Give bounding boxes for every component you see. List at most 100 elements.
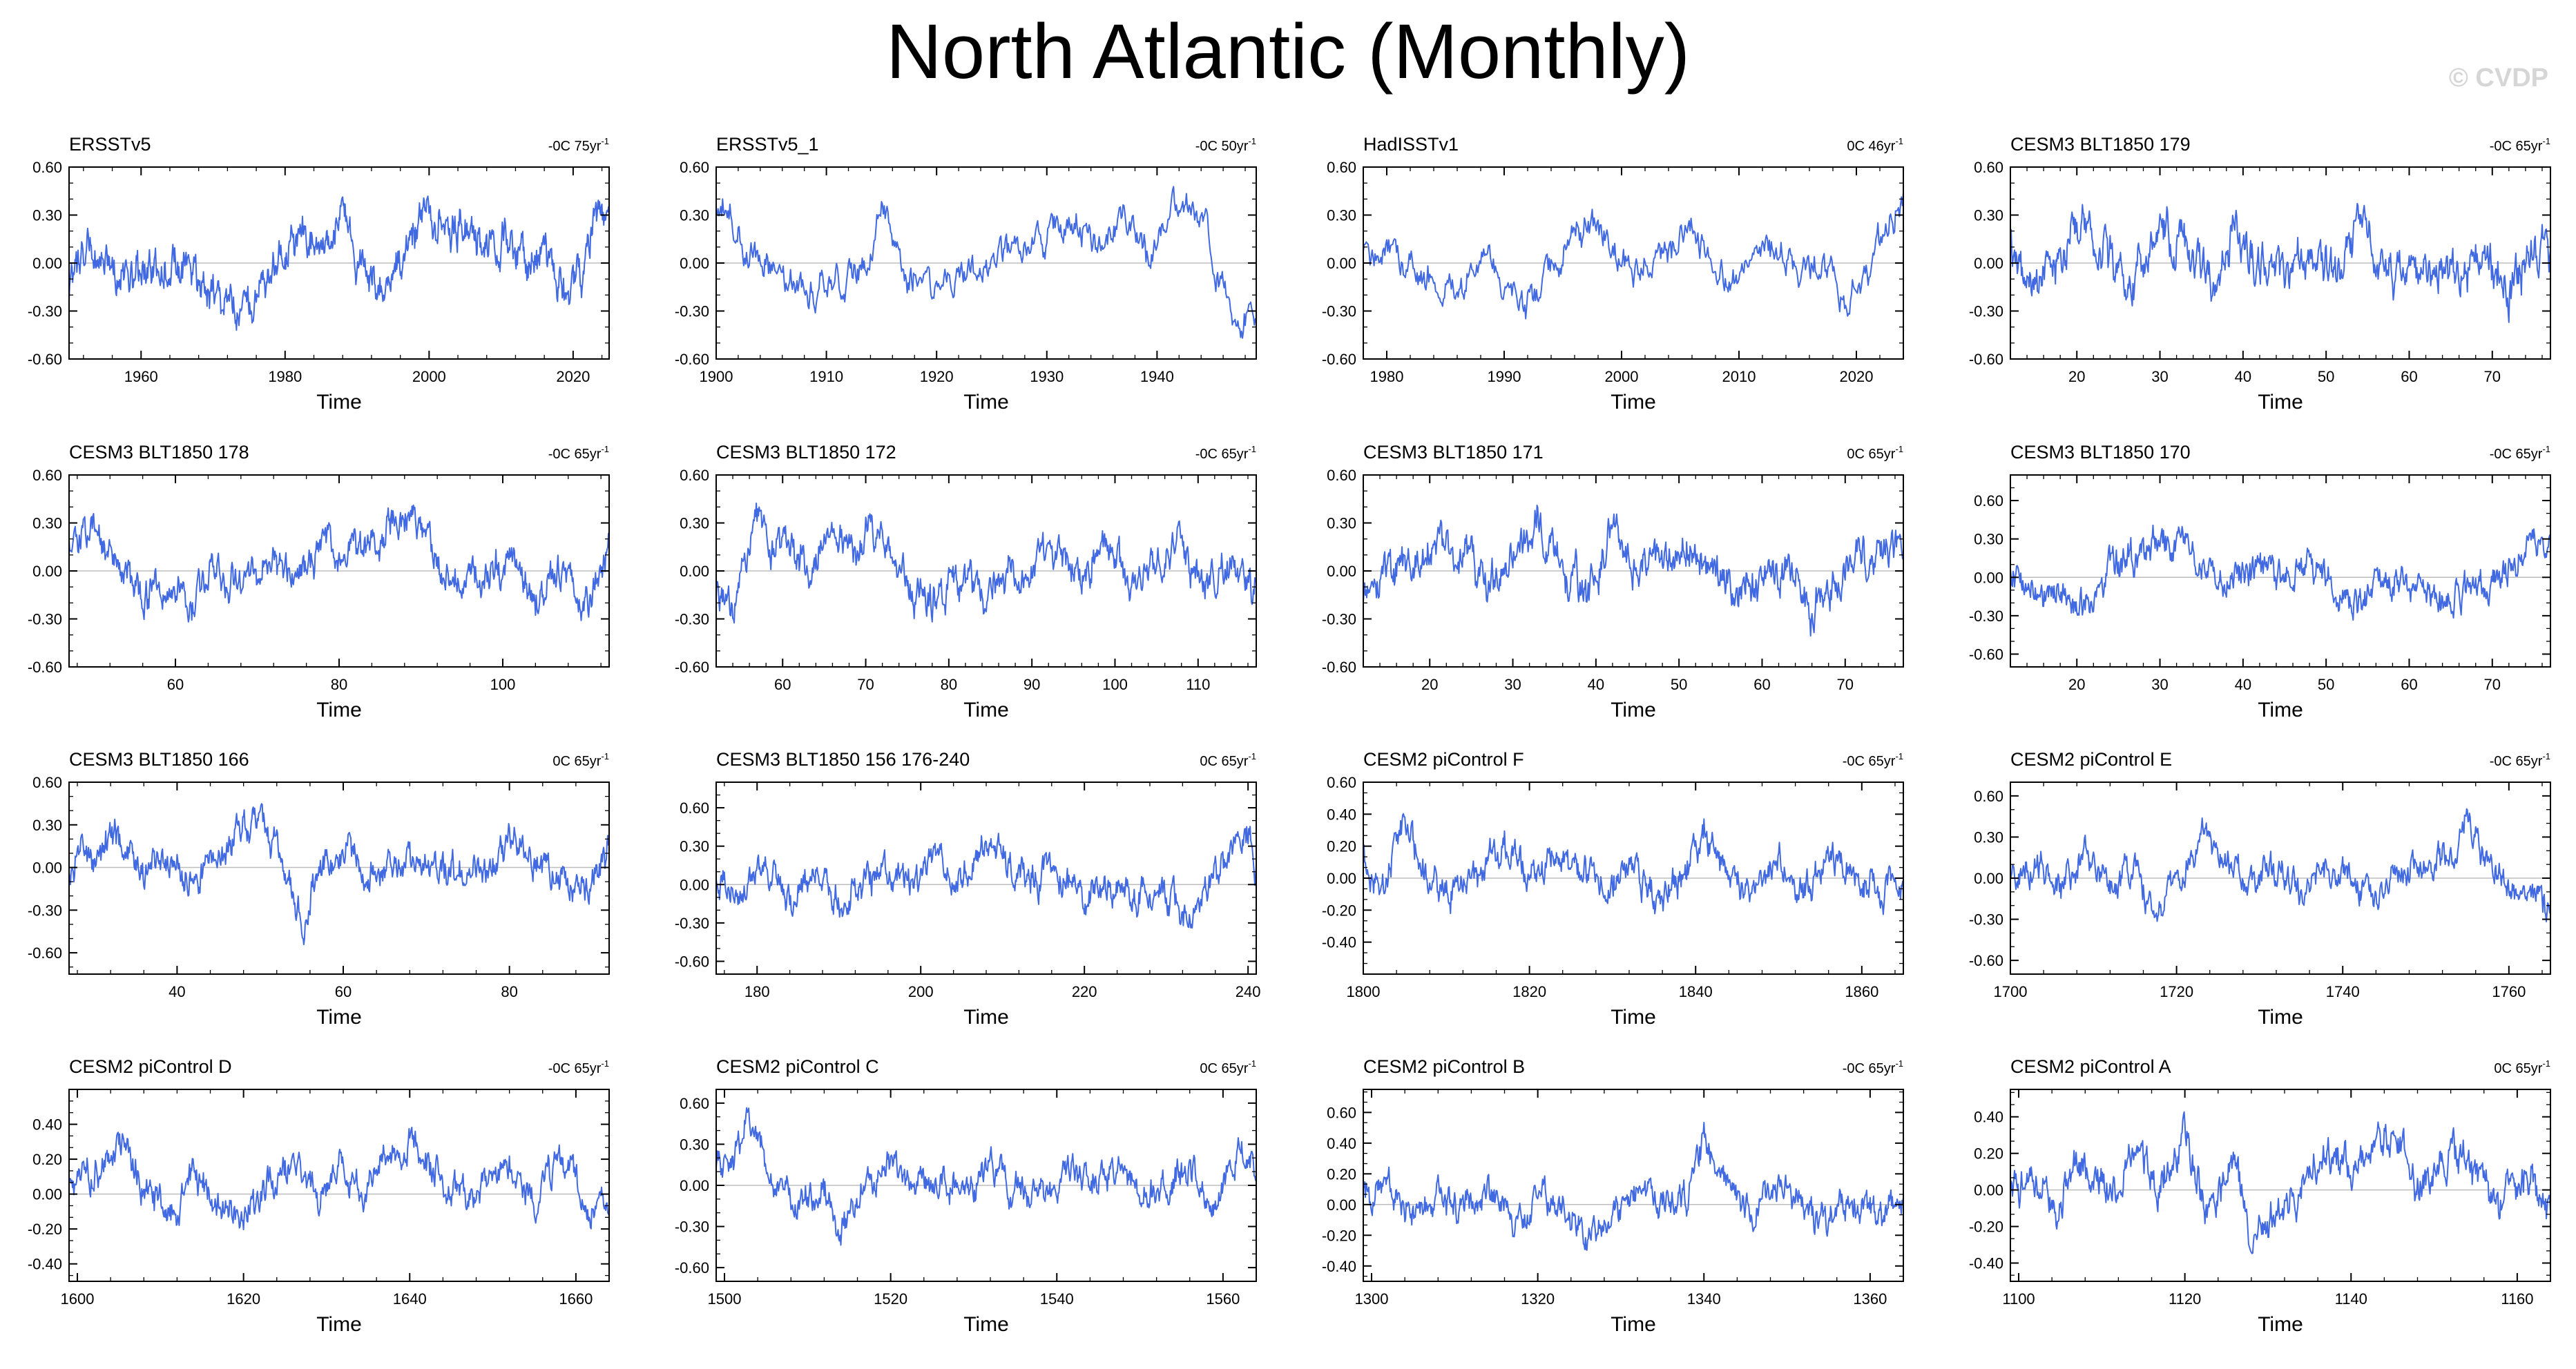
- plot-frame: [2010, 1089, 2551, 1282]
- x-tick-label: 1910: [809, 368, 843, 385]
- series-line: [68, 803, 610, 946]
- y-tick-label: 0.60: [1974, 159, 2003, 176]
- series-line: [2010, 808, 2551, 922]
- y-tick-label: -0.30: [675, 611, 709, 628]
- y-tick-label: 0.60: [1974, 492, 2003, 509]
- series-line: [715, 1107, 1257, 1246]
- y-tick-label: 0.60: [1327, 467, 1356, 484]
- y-tick-label: -0.30: [675, 915, 709, 932]
- trend-label: 0C 65yr-1: [1847, 444, 1903, 462]
- y-tick-label: -0.60: [1322, 351, 1356, 368]
- plot-frame: [715, 781, 1257, 975]
- y-tick-label: 0.00: [680, 255, 709, 272]
- x-tick-label: 1800: [1347, 983, 1381, 1000]
- trend-superscript: -1: [1895, 444, 1903, 454]
- series-line: [68, 504, 610, 623]
- y-tick-label: 0.60: [680, 799, 709, 817]
- y-tick-label: 0.60: [680, 467, 709, 484]
- y-tick-label: 0.60: [680, 1095, 709, 1112]
- y-tick-label: 0.00: [32, 1186, 62, 1203]
- trend-superscript: -1: [1895, 136, 1903, 146]
- series-line: [68, 1127, 610, 1230]
- panel-12: CESM2 piControl E -0C 65yr-1 -0.60 -0.30 0.0…: [1969, 749, 2551, 1029]
- panel-title: CESM2 piControl A: [2010, 1056, 2171, 1077]
- y-tick-label: 0.30: [32, 817, 62, 834]
- trend-superscript: -1: [2542, 1058, 2550, 1069]
- trend-label: 0C 65yr-1: [2494, 1058, 2550, 1076]
- x-tick-label: 240: [1236, 983, 1261, 1000]
- panel-title: CESM3 BLT1850 170: [2010, 442, 2191, 463]
- x-tick-label: 1930: [1030, 368, 1064, 385]
- panel-8: CESM3 BLT1850 170 -0C 65yr-1 -0.60 -0.30 0.0…: [1969, 442, 2551, 721]
- y-tick-label: 0.00: [1974, 569, 2003, 586]
- panel-title: CESM2 piControl F: [1363, 749, 1524, 770]
- y-tick-label: 0.40: [1974, 1109, 2003, 1126]
- x-tick-label: 100: [1102, 676, 1128, 693]
- x-axis-label: Time: [1611, 699, 1656, 721]
- x-tick-label: 1840: [1679, 983, 1713, 1000]
- y-tick-label: -0.60: [28, 659, 62, 676]
- series-line: [715, 502, 1257, 624]
- y-tick-label: -0.60: [28, 351, 62, 368]
- y-tick-label: 0.00: [1974, 870, 2003, 887]
- x-tick-label: 30: [1504, 676, 1521, 693]
- y-tick-label: -0.40: [1322, 1258, 1356, 1275]
- x-axis-label: Time: [963, 1006, 1009, 1029]
- x-tick-label: 2000: [1605, 368, 1639, 385]
- panel-title: CESM3 BLT1850 156 176-240: [716, 749, 970, 770]
- panel-title: CESM3 BLT1850 178: [69, 442, 249, 463]
- y-tick-label: -0.20: [1322, 1227, 1356, 1244]
- trend-superscript: -1: [601, 136, 609, 146]
- x-tick-label: 1900: [700, 368, 733, 385]
- y-tick-label: -0.30: [1969, 608, 2003, 625]
- y-tick-label: 0.00: [680, 563, 709, 580]
- x-tick-label: 50: [1671, 676, 1687, 693]
- x-tick-label: 100: [490, 676, 516, 693]
- panel-title: CESM3 BLT1850 172: [716, 442, 896, 463]
- y-tick-label: -0.20: [1969, 1218, 2003, 1236]
- y-tick-label: 0.00: [1327, 870, 1356, 887]
- y-tick-label: -0.60: [1969, 952, 2003, 969]
- trend-superscript: -1: [1895, 1058, 1903, 1069]
- y-tick-label: 0.60: [1327, 159, 1356, 176]
- y-tick-label: 0.30: [1974, 531, 2003, 548]
- plot-frame: [68, 781, 610, 975]
- y-tick-label: 0.00: [1327, 255, 1356, 272]
- y-tick-label: -0.60: [28, 944, 62, 962]
- x-tick-label: 1660: [559, 1290, 593, 1308]
- x-tick-label: 1320: [1521, 1290, 1555, 1308]
- x-axis-label: Time: [316, 1006, 362, 1029]
- y-tick-label: -0.30: [675, 1218, 709, 1236]
- y-tick-label: 0.40: [1327, 806, 1356, 823]
- panel-title: HadISSTv1: [1363, 134, 1459, 155]
- x-tick-label: 1960: [124, 368, 158, 385]
- trend-label: -0C 65yr-1: [548, 444, 609, 462]
- x-tick-label: 1560: [1206, 1290, 1240, 1308]
- y-tick-label: 0.40: [32, 1116, 62, 1134]
- trend-label: -0C 65yr-1: [548, 1058, 609, 1076]
- y-tick-label: -0.40: [1969, 1255, 2003, 1272]
- x-tick-label: 2000: [412, 368, 446, 385]
- y-tick-label: 0.00: [32, 860, 62, 877]
- x-tick-label: 60: [167, 676, 184, 693]
- panel-16: CESM2 piControl A 0C 65yr-1 -0.40 -0.20 0.00…: [1969, 1056, 2551, 1336]
- x-tick-label: 110: [1186, 676, 1210, 693]
- x-tick-label: 1540: [1040, 1290, 1074, 1308]
- panel-14: CESM2 piControl C 0C 65yr-1 -0.60 -0.30 0.00…: [675, 1056, 1257, 1336]
- trend-superscript: -1: [1248, 751, 1256, 761]
- x-axis-label: Time: [963, 391, 1009, 414]
- y-tick-label: 0.40: [1327, 1135, 1356, 1152]
- x-tick-label: 60: [774, 676, 791, 693]
- trend-superscript: -1: [1895, 751, 1903, 761]
- x-tick-label: 50: [2318, 676, 2334, 693]
- trend-label: -0C 65yr-1: [2490, 751, 2550, 769]
- x-tick-label: 2020: [1840, 368, 1874, 385]
- y-tick-label: -0.30: [1969, 303, 2003, 320]
- trend-label: 0C 65yr-1: [552, 751, 609, 769]
- plot-frame: [2010, 474, 2551, 668]
- trend-label: -0C 65yr-1: [2490, 444, 2550, 462]
- x-tick-label: 1640: [393, 1290, 427, 1308]
- y-tick-label: 0.20: [1327, 1165, 1356, 1183]
- y-tick-label: -0.30: [28, 611, 62, 628]
- y-tick-label: -0.40: [1322, 934, 1356, 951]
